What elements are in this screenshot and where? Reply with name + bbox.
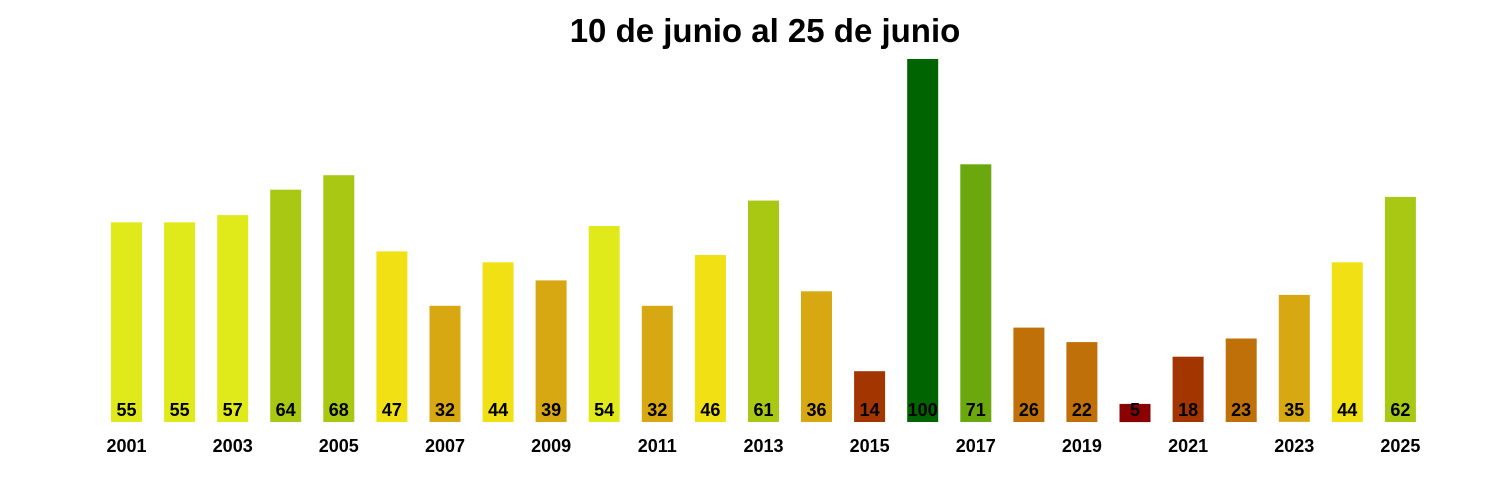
value-label-2016: 100 — [908, 400, 938, 420]
x-tick-2019: 2019 — [1062, 436, 1102, 456]
value-label-2008: 44 — [488, 400, 508, 420]
bar-2001 — [111, 222, 142, 422]
value-label-2006: 47 — [382, 400, 402, 420]
x-tick-2015: 2015 — [850, 436, 890, 456]
bar-2013 — [748, 200, 779, 422]
x-tick-2011: 2011 — [638, 436, 677, 456]
bar-2010 — [588, 226, 620, 422]
x-tick-2025: 2025 — [1380, 436, 1420, 456]
x-tick-2021: 2021 — [1168, 436, 1208, 456]
bar-2002 — [164, 222, 196, 422]
value-label-2018: 26 — [1019, 400, 1039, 420]
value-label-2015: 14 — [860, 400, 880, 420]
bar-2016 — [907, 59, 939, 422]
value-label-2004: 64 — [276, 400, 296, 420]
bar-2008 — [482, 262, 514, 422]
value-label-2012: 46 — [700, 400, 720, 420]
value-labels-group: 55 55 57 64 68 47 32 44 39 54 32 46 61 36 14 100 71 26 22 5… — [116, 400, 1410, 420]
bar-2009 — [535, 280, 567, 422]
value-label-2023: 35 — [1284, 400, 1304, 420]
chart-title: 10 de junio al 25 de junio — [569, 12, 961, 49]
value-label-2009: 39 — [541, 400, 561, 420]
x-tick-2001: 2001 — [106, 436, 146, 456]
bar-2021 — [1172, 356, 1204, 422]
bar-2014 — [801, 291, 832, 422]
value-label-2007: 32 — [435, 400, 455, 420]
value-label-2002: 55 — [170, 400, 190, 420]
value-label-2024: 44 — [1337, 400, 1357, 420]
bar-2019 — [1066, 342, 1098, 422]
value-label-2001: 55 — [116, 400, 136, 420]
value-label-2013: 61 — [753, 400, 773, 420]
bar-2024 — [1331, 262, 1363, 422]
bar-2005 — [323, 175, 355, 422]
bar-2022 — [1225, 338, 1257, 422]
bar-2017 — [960, 164, 992, 423]
bar-2018 — [1013, 327, 1045, 422]
bar-2007 — [429, 305, 461, 422]
x-tick-2007: 2007 — [425, 436, 465, 456]
bar-2023 — [1278, 294, 1310, 422]
bars-group — [111, 59, 1416, 423]
x-tick-2009: 2009 — [531, 436, 571, 456]
bar-2012 — [694, 255, 726, 422]
bar-2006 — [376, 251, 408, 422]
value-label-2010: 54 — [594, 400, 614, 420]
value-label-2019: 22 — [1072, 400, 1092, 420]
x-axis-ticks: 2001 2003 2005 2007 2009 2011 2013 2015 2017 2019… — [106, 436, 1420, 456]
bar-2004 — [270, 189, 302, 422]
value-label-2021: 18 — [1178, 400, 1198, 420]
x-tick-2005: 2005 — [319, 436, 359, 456]
value-label-2014: 36 — [806, 400, 826, 420]
value-label-2020: 5 — [1130, 400, 1140, 420]
x-tick-2023: 2023 — [1274, 436, 1314, 456]
value-label-2022: 23 — [1231, 400, 1251, 420]
bar-2015 — [854, 371, 886, 422]
bar-2003 — [217, 215, 249, 422]
value-label-2011: 32 — [647, 400, 667, 420]
x-tick-2017: 2017 — [956, 436, 996, 456]
bar-2020 — [1119, 403, 1151, 423]
x-tick-2013: 2013 — [743, 436, 783, 456]
bar-2011 — [641, 305, 673, 422]
value-label-2003: 57 — [223, 400, 243, 420]
value-label-2005: 68 — [329, 400, 349, 420]
value-label-2017: 71 — [966, 400, 986, 420]
x-tick-2003: 2003 — [213, 436, 253, 456]
bar-2025 — [1384, 196, 1416, 422]
value-label-2025: 62 — [1390, 400, 1410, 420]
